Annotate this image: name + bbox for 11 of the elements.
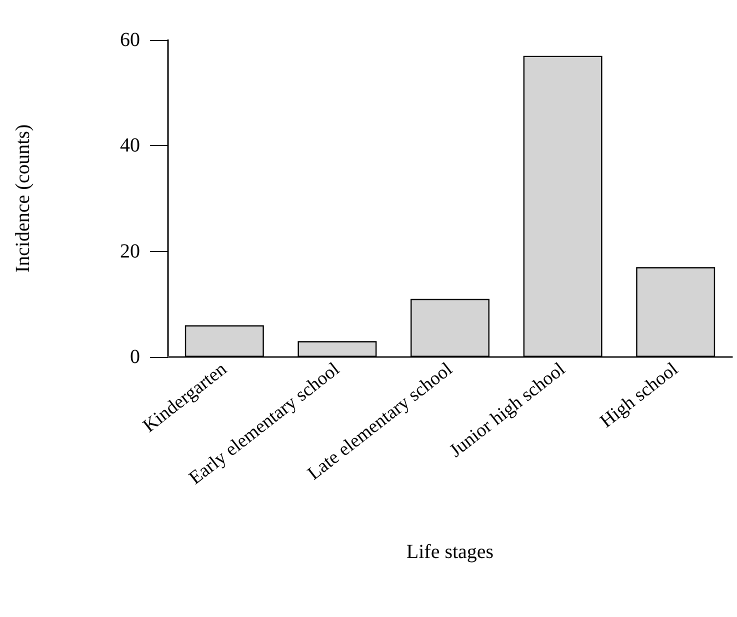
bar (523, 56, 602, 357)
x-axis-title: Life stages (406, 541, 494, 563)
y-tick-label: 60 (120, 29, 140, 51)
y-tick-label: 20 (120, 240, 140, 262)
bar (298, 341, 377, 357)
bar (636, 267, 716, 357)
y-axis-title: Incidence (counts) (12, 124, 34, 273)
bar (410, 298, 490, 357)
bar (184, 325, 264, 357)
y-tick-label: 0 (130, 346, 140, 368)
y-tick-label: 40 (120, 134, 140, 157)
